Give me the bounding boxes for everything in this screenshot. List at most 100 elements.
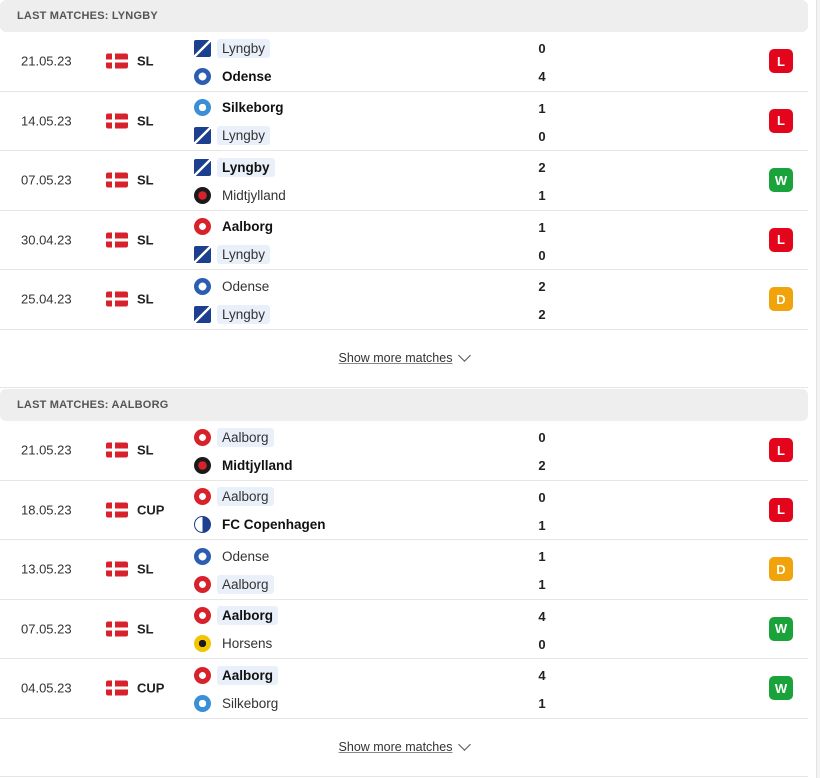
result-badge: W xyxy=(769,168,793,193)
away-score: 1 xyxy=(538,517,546,533)
away-score: 1 xyxy=(538,577,546,592)
competition-label: SL xyxy=(137,621,154,637)
home-team: Aalborg xyxy=(194,216,278,238)
home-team: Aalborg xyxy=(194,605,279,627)
match-date: 25.04.23 xyxy=(21,291,72,307)
competition-label: SL xyxy=(137,53,154,69)
competition-label: SL xyxy=(137,561,154,577)
copenhagen-crest-icon xyxy=(194,516,211,533)
aalborg-crest-icon xyxy=(194,428,211,446)
competition-label: SL xyxy=(137,442,154,458)
away-team-name: Odense xyxy=(222,68,272,84)
match-date: 18.05.23 xyxy=(21,502,72,518)
midtjylland-crest-icon xyxy=(194,456,211,474)
home-team: Aalborg xyxy=(194,486,274,508)
aalborg-crest-icon xyxy=(194,666,211,684)
home-team-name: Silkeborg xyxy=(222,100,284,115)
away-score: 2 xyxy=(538,458,546,473)
away-team: Odense xyxy=(194,65,277,87)
home-score: 1 xyxy=(538,549,546,564)
home-team: Aalborg xyxy=(194,426,274,448)
show-more-matches-link[interactable]: Show more matches xyxy=(0,719,808,777)
home-score: 4 xyxy=(538,668,546,683)
home-team: Silkeborg xyxy=(194,97,289,119)
home-score: 0 xyxy=(538,41,546,56)
away-score: 1 xyxy=(538,696,546,711)
lyngby-crest-icon xyxy=(194,246,211,263)
match-row[interactable]: 14.05.23 SL Silkeborg 1 Lyngby 0 L xyxy=(0,92,808,151)
denmark-flag-icon xyxy=(106,53,128,69)
away-team: Lyngby xyxy=(194,303,271,325)
home-team: Lyngby xyxy=(194,37,271,59)
home-team-name: Lyngby xyxy=(217,157,275,177)
last-matches-aalborg: LAST MATCHES: AALBORG 21.05.23 SL Aalborg 0 M… xyxy=(0,389,808,777)
home-team-name: Aalborg xyxy=(217,665,279,685)
lyngby-crest-icon xyxy=(194,39,211,57)
away-score: 1 xyxy=(538,188,546,203)
home-team-name: Odense xyxy=(222,278,270,294)
denmark-flag-icon xyxy=(106,172,128,188)
midtjylland-crest-icon xyxy=(194,186,211,204)
away-team: FC Copenhagen xyxy=(194,514,331,536)
match-date: 13.05.23 xyxy=(21,561,72,577)
odense-crest-icon xyxy=(194,67,211,85)
show-more-matches-link[interactable]: Show more matches xyxy=(0,330,808,388)
match-row[interactable]: 04.05.23 CUP Aalborg 4 Silkeborg 1 W xyxy=(0,659,808,719)
result-badge: L xyxy=(769,438,793,463)
home-score: 0 xyxy=(538,430,546,445)
show-more-label: Show more matches xyxy=(338,351,453,365)
denmark-flag-icon xyxy=(106,232,128,248)
competition-label: CUP xyxy=(137,502,165,518)
result-badge: L xyxy=(769,49,793,74)
match-date: 07.05.23 xyxy=(21,172,72,188)
match-row[interactable]: 21.05.23 SL Lyngby 0 Odense 4 L xyxy=(0,32,808,92)
match-row[interactable]: 18.05.23 CUP Aalborg 0 FC Copenhagen 1 L xyxy=(0,481,808,540)
away-team-name: Lyngby xyxy=(217,304,271,324)
away-team-name: FC Copenhagen xyxy=(222,517,326,532)
denmark-flag-icon xyxy=(106,502,128,518)
match-row[interactable]: 07.05.23 SL Lyngby 2 Midtjylland 1 W xyxy=(0,151,808,211)
away-team-name: Horsens xyxy=(222,636,273,651)
home-team-name: Aalborg xyxy=(217,606,279,625)
home-team-name: Aalborg xyxy=(222,219,274,234)
away-team: Midtjylland xyxy=(194,454,298,476)
away-score: 0 xyxy=(538,636,546,652)
silkeborg-crest-icon xyxy=(194,99,211,116)
lyngby-crest-icon xyxy=(194,127,211,144)
match-row[interactable]: 30.04.23 SL Aalborg 1 Lyngby 0 L xyxy=(0,211,808,270)
away-team: Horsens xyxy=(194,633,277,655)
odense-crest-icon xyxy=(194,277,211,295)
denmark-flag-icon xyxy=(106,442,128,458)
away-team: Midtjylland xyxy=(194,184,291,206)
denmark-flag-icon xyxy=(106,561,128,577)
result-badge: L xyxy=(769,497,793,522)
home-score: 0 xyxy=(538,489,546,505)
aalborg-crest-icon xyxy=(194,607,211,624)
match-row[interactable]: 13.05.23 SL Odense 1 Aalborg 1 D xyxy=(0,540,808,600)
aalborg-crest-icon xyxy=(194,488,211,505)
denmark-flag-icon xyxy=(106,113,128,129)
match-date: 21.05.23 xyxy=(21,442,72,458)
away-score: 4 xyxy=(538,69,546,84)
away-team-name: Midtjylland xyxy=(222,457,293,473)
home-score: 1 xyxy=(538,100,546,116)
match-row[interactable]: 07.05.23 SL Aalborg 4 Horsens 0 W xyxy=(0,600,808,659)
home-score: 4 xyxy=(538,608,546,624)
competition-label: CUP xyxy=(137,680,165,696)
away-score: 0 xyxy=(538,247,546,263)
section-title: LAST MATCHES: AALBORG xyxy=(0,389,808,421)
competition-label: SL xyxy=(137,172,154,188)
away-team-name: Midtjylland xyxy=(222,187,286,203)
denmark-flag-icon xyxy=(106,680,128,696)
match-row[interactable]: 21.05.23 SL Aalborg 0 Midtjylland 2 L xyxy=(0,421,808,481)
chevron-down-icon xyxy=(458,349,472,362)
silkeborg-crest-icon xyxy=(194,694,211,712)
home-score: 2 xyxy=(538,279,546,294)
result-badge: W xyxy=(769,616,793,641)
home-team-name: Lyngby xyxy=(217,38,271,58)
match-row[interactable]: 25.04.23 SL Odense 2 Lyngby 2 D xyxy=(0,270,808,330)
scrollbar[interactable] xyxy=(816,0,820,778)
denmark-flag-icon xyxy=(106,291,128,307)
odense-crest-icon xyxy=(194,547,211,565)
